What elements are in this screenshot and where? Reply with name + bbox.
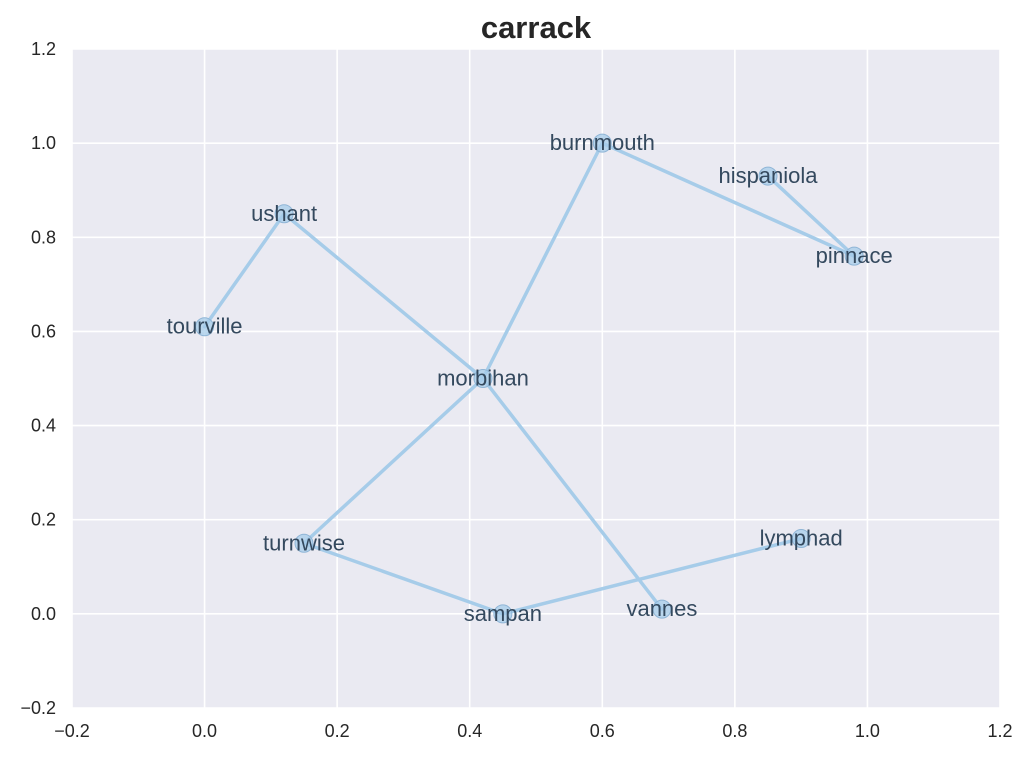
node-label-pinnace: pinnace: [816, 243, 893, 268]
nodes: [195, 133, 864, 624]
node-vannes: [652, 599, 672, 619]
edge-tourville-ushant: [202, 212, 286, 329]
chart-title: carrack: [481, 10, 592, 45]
node-turnwise: [294, 533, 314, 553]
edge-burnmouth-pinnace: [600, 141, 856, 258]
x-tick-label: 1.2: [987, 721, 1012, 741]
y-tick-label: 0.0: [31, 604, 56, 624]
edge-turnwise-sampan: [302, 541, 505, 616]
edge-pinnace-hispaniola: [766, 174, 856, 258]
y-axis-ticks: −0.2 0.0 0.2 0.4 0.6 0.8 1.0 1.2: [20, 39, 56, 718]
edges: [202, 141, 856, 616]
node-label-vannes: vannes: [626, 596, 697, 621]
y-tick-label: 1.0: [31, 133, 56, 153]
node-hispaniola: [758, 166, 778, 186]
edge-sampan-lymphad: [501, 536, 803, 616]
node-label-tourville: tourville: [167, 314, 243, 339]
grid: [71, 48, 1001, 709]
x-tick-label: 0.2: [325, 721, 350, 741]
node-lymphad: [791, 529, 811, 549]
node-label-burnmouth: burnmouth: [550, 130, 655, 155]
edge-morbihan-turnwise: [302, 376, 485, 545]
node-burnmouth: [592, 133, 612, 153]
node-label-ushant: ushant: [251, 201, 317, 226]
plot-area: [72, 49, 1000, 708]
x-tick-label: 0.0: [192, 721, 217, 741]
node-pinnace: [844, 246, 864, 266]
x-tick-label: 0.6: [590, 721, 615, 741]
node-sampan: [493, 604, 513, 624]
node-ushant: [274, 204, 294, 224]
node-label-morbihan: morbihan: [437, 366, 529, 391]
node-label-lymphad: lymphad: [760, 526, 843, 551]
node-label-turnwise: turnwise: [263, 530, 345, 555]
edge-ushant-morbihan: [282, 212, 485, 381]
node-morbihan: [473, 369, 493, 388]
y-tick-label: 1.2: [31, 39, 56, 59]
x-axis-ticks: −0.2 0.0 0.2 0.4 0.6 0.8 1.0 1.2: [54, 721, 1012, 741]
y-tick-label: 0.6: [31, 321, 56, 341]
y-tick-label: 0.2: [31, 510, 56, 530]
y-tick-label: −0.2: [20, 698, 56, 718]
x-tick-label: 0.4: [457, 721, 482, 741]
x-tick-label: 0.8: [722, 721, 747, 741]
edge-morbihan-burnmouth: [481, 141, 605, 381]
node-label-sampan: sampan: [464, 601, 542, 626]
node-tourville: [195, 317, 215, 337]
x-tick-label: 1.0: [855, 721, 880, 741]
x-tick-label: −0.2: [54, 721, 90, 741]
y-tick-label: 0.8: [31, 227, 56, 247]
node-label-hispaniola: hispaniola: [718, 163, 818, 188]
edge-morbihan-vannes: [481, 376, 664, 611]
y-tick-label: 0.4: [31, 416, 56, 436]
node-labels: tourville ushant morbihan burnmouth hispanio…: [167, 130, 893, 626]
